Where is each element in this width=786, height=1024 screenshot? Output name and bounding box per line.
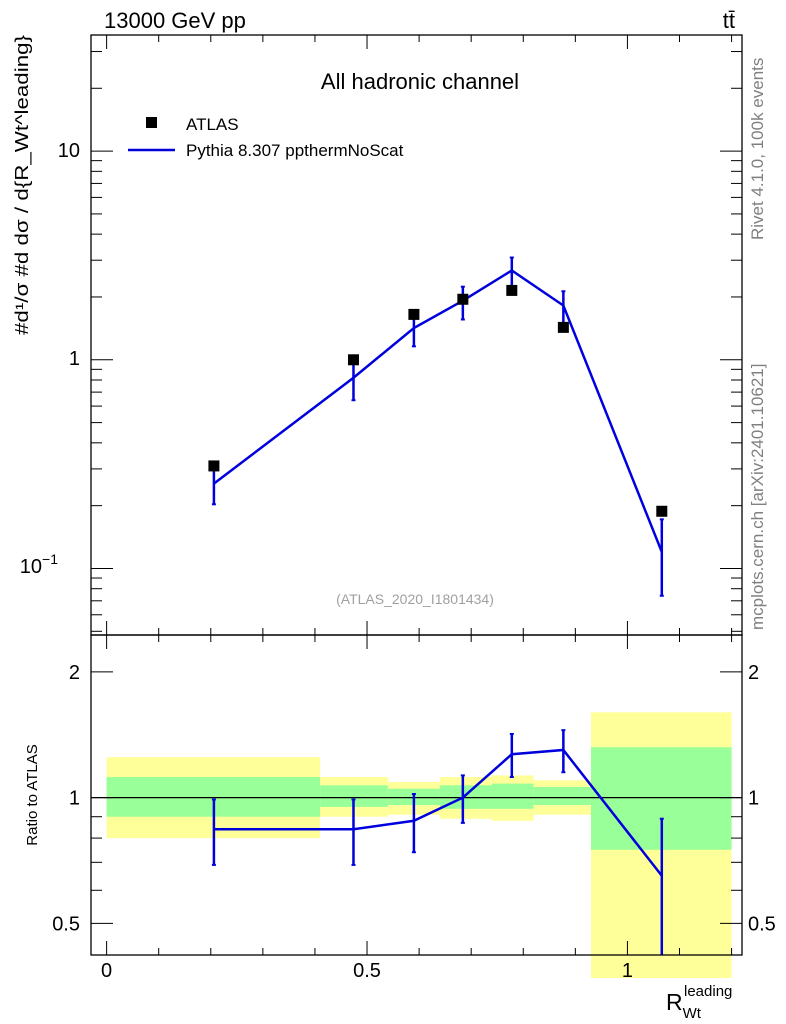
ratio-band-inner — [533, 787, 591, 806]
atlas-data-point — [408, 308, 420, 320]
x-tick-label: 0.5 — [353, 960, 381, 982]
ratio-y-tick-label-right: 2 — [748, 662, 759, 684]
y-tick-label-10-minus-1-exponent: −1 — [42, 551, 58, 567]
mc-line — [213, 268, 663, 553]
ratio-y-tick-label: 0.5 — [52, 913, 80, 935]
x-tick-label: 0 — [101, 960, 112, 982]
x-axis-label-sub: Wt — [683, 1005, 702, 1022]
ratio-y-axis-label: Ratio to ATLAS — [24, 744, 41, 845]
y-tick-label-10: 10 — [58, 140, 80, 162]
ratio-y-tick-label: 2 — [69, 662, 80, 684]
y-tick-label-1: 1 — [69, 348, 80, 370]
ratio-y-tick-label-right: 0.5 — [748, 913, 776, 935]
atlas-data-point — [506, 284, 518, 296]
main-y-ticks — [91, 35, 742, 635]
main-plot-area — [208, 256, 668, 597]
analysis-label: (ATLAS_2020_I1801434) — [336, 591, 494, 607]
main-panel: All hadronic channel ATLAS Pythia 8.307 … — [12, 34, 743, 636]
mcplots-label: mcplots.cern.ch [arXiv:2401.10621] — [748, 364, 767, 630]
legend-marker-atlas — [146, 117, 157, 128]
ratio-band-inner — [320, 785, 388, 807]
process-label: tt̄ — [723, 8, 735, 33]
ratio-band-inner — [492, 783, 534, 809]
y-tick-label-10-minus-1: 10−1 — [20, 551, 58, 578]
rivet-label: Rivet 4.1.0, 100k events — [748, 58, 767, 240]
ratio-panel: 0.5 0.5 1 1 2 2 0 0.5 1 Ratio to ATLAS RWt leadi… — [24, 634, 776, 1022]
atlas-data-point — [208, 460, 220, 472]
ratio-frame — [90, 634, 743, 956]
atlas-data-point — [557, 321, 569, 333]
ratio-tick-labels: 0.5 0.5 1 1 2 2 0 0.5 1 — [52, 662, 776, 982]
atlas-data-point — [457, 293, 469, 305]
atlas-data-point — [656, 505, 668, 517]
energy-label: 13000 GeV pp — [104, 8, 246, 33]
x-tick-label: 1 — [622, 960, 633, 982]
x-axis-label-superscript: leading — [684, 983, 732, 1000]
y-tick-label-10-minus-1-base: 10 — [20, 556, 42, 578]
main-y-axis-label: #d¹/σ #d dσ / d{R_Wt^leading} — [12, 35, 33, 335]
ratio-y-tick-label: 1 — [69, 788, 80, 810]
legend-label-atlas: ATLAS — [186, 115, 239, 134]
ratio-plot-area — [211, 729, 664, 955]
legend: ATLAS Pythia 8.307 ppthermNoScat — [128, 115, 404, 160]
x-axis-label-main: R — [666, 989, 683, 1015]
ratio-ticks — [91, 635, 742, 955]
chart-title: All hadronic channel — [321, 69, 519, 94]
ratio-y-tick-label-right: 1 — [748, 788, 759, 810]
x-axis-label: RWt — [666, 989, 702, 1022]
legend-label-mc: Pythia 8.307 ppthermNoScat — [186, 141, 404, 160]
atlas-data-point — [347, 354, 359, 366]
